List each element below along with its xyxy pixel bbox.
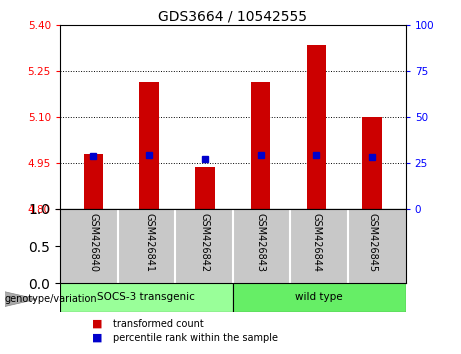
Text: ■: ■	[92, 333, 103, 343]
Text: GSM426845: GSM426845	[367, 212, 377, 272]
Title: GDS3664 / 10542555: GDS3664 / 10542555	[158, 10, 307, 24]
Bar	[233, 283, 406, 312]
Text: genotype/variation: genotype/variation	[5, 294, 97, 304]
Text: GSM426844: GSM426844	[312, 212, 321, 272]
Bar	[60, 283, 233, 312]
Text: ■: ■	[92, 319, 103, 329]
Text: GSM426842: GSM426842	[200, 212, 210, 272]
Text: GSM426841: GSM426841	[144, 212, 154, 272]
Bar	[139, 81, 159, 209]
Text: SOCS-3 transgenic: SOCS-3 transgenic	[97, 292, 195, 302]
Text: percentile rank within the sample: percentile rank within the sample	[113, 333, 278, 343]
Text: transformed count: transformed count	[113, 319, 204, 329]
Text: GSM426843: GSM426843	[256, 212, 266, 272]
Bar	[307, 45, 326, 209]
Bar	[362, 117, 382, 209]
Text: GSM426840: GSM426840	[89, 212, 98, 272]
Polygon shape	[5, 292, 37, 307]
Bar	[251, 81, 271, 209]
Bar	[83, 154, 103, 209]
Text: wild type: wild type	[296, 292, 343, 302]
Bar	[195, 167, 215, 209]
